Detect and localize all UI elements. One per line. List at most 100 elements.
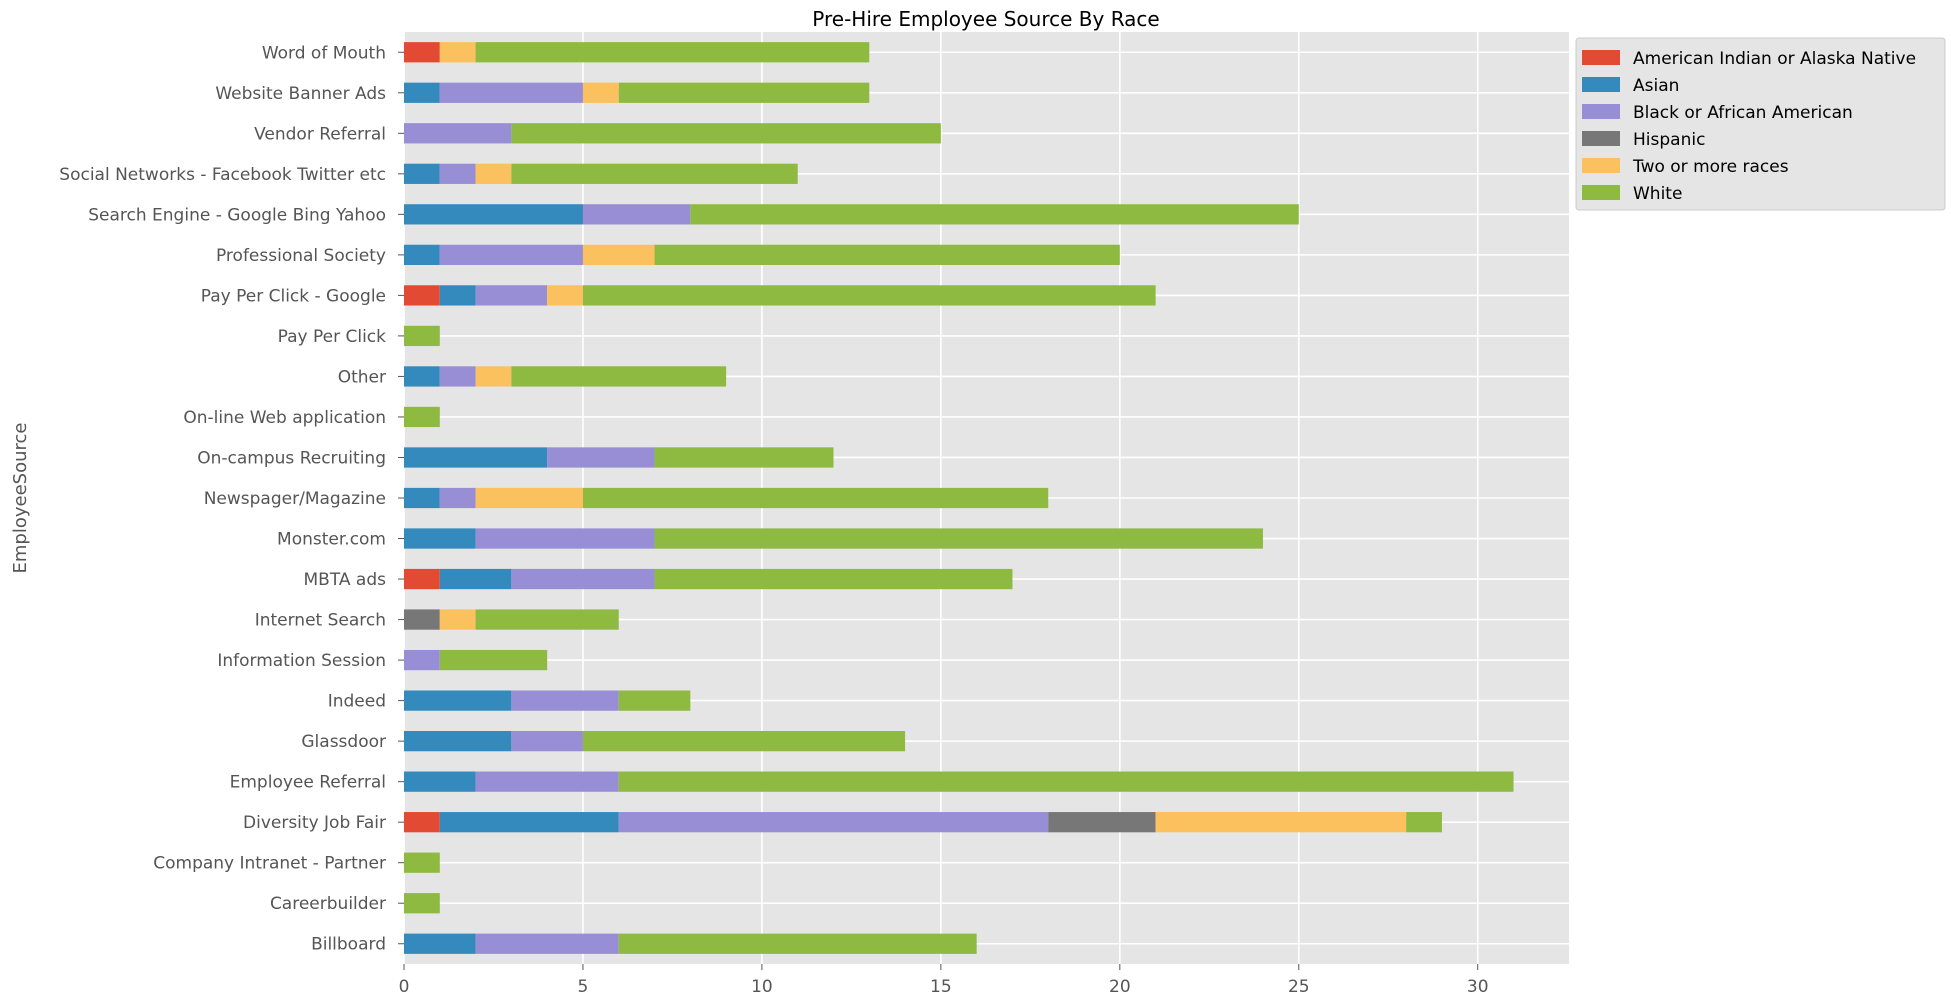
x-tick-label: 25 bbox=[1288, 977, 1310, 997]
bar-segment bbox=[404, 285, 440, 306]
bar-segment bbox=[404, 528, 476, 549]
bar-segment bbox=[439, 244, 583, 265]
legend-label: Hispanic bbox=[1633, 130, 1705, 150]
y-tick-label: Information Session bbox=[217, 651, 386, 671]
bar-segment bbox=[618, 690, 691, 711]
bar-segment bbox=[511, 163, 798, 184]
bar-segment bbox=[582, 487, 1049, 509]
bar-segment bbox=[404, 244, 440, 265]
bar-segment bbox=[582, 285, 1156, 306]
y-tick-label: Diversity Job Fair bbox=[243, 813, 386, 833]
bar-segment bbox=[475, 528, 655, 549]
y-tick-labels: Billboard Careerbuilder Company Intranet -… bbox=[59, 43, 404, 955]
bar-segment bbox=[475, 933, 619, 954]
y-tick-label: Pay Per Click - Google bbox=[201, 286, 386, 306]
y-tick-label: MBTA ads bbox=[304, 570, 387, 590]
bar-segment bbox=[439, 42, 476, 63]
bar-segment bbox=[404, 649, 440, 671]
bar-segment bbox=[547, 447, 655, 468]
legend: American Indian or Alaska Native Asian Bla… bbox=[1575, 37, 1946, 211]
bar-segment bbox=[404, 812, 440, 833]
y-tick-label: Internet Search bbox=[255, 611, 386, 631]
bar-segment bbox=[439, 163, 476, 184]
bar-segment bbox=[404, 731, 512, 752]
legend-items: American Indian or Alaska Native Asian Bla… bbox=[1582, 49, 1916, 204]
bar-segment bbox=[582, 204, 691, 225]
bar-segment bbox=[439, 366, 476, 387]
bar-segment bbox=[618, 933, 977, 954]
legend-label: Black or African American bbox=[1633, 103, 1853, 123]
bar-segment bbox=[511, 731, 583, 752]
y-tick-label: Other bbox=[338, 367, 386, 387]
x-tick-label: 20 bbox=[1109, 977, 1131, 997]
y-tick-label: Glassdoor bbox=[301, 732, 386, 752]
y-axis-label: EmployeeSource bbox=[10, 423, 31, 574]
bar-segment bbox=[654, 447, 834, 468]
y-tick-label: Search Engine - Google Bing Yahoo bbox=[88, 205, 386, 225]
y-tick-label: Vendor Referral bbox=[254, 124, 386, 144]
legend-box bbox=[1575, 37, 1946, 211]
bars-layer bbox=[404, 42, 1514, 954]
y-tick-label: On-line Web application bbox=[183, 408, 386, 428]
bar-segment bbox=[511, 366, 727, 387]
bar-segment bbox=[690, 204, 1299, 225]
bar-segment bbox=[1406, 812, 1442, 833]
y-tick-label: On-campus Recruiting bbox=[197, 448, 386, 468]
y-tick-label: Monster.com bbox=[277, 530, 386, 550]
bar-segment bbox=[404, 609, 440, 630]
x-tick-label: 10 bbox=[751, 977, 773, 997]
bar-segment bbox=[439, 487, 476, 509]
bar-segment bbox=[404, 487, 440, 509]
legend-label: Two or more races bbox=[1632, 157, 1789, 177]
bar-segment bbox=[404, 893, 440, 914]
bar-segment bbox=[404, 123, 512, 144]
bar-segment bbox=[654, 528, 1263, 549]
x-tick-label: 0 bbox=[399, 977, 410, 997]
bar-segment bbox=[582, 731, 906, 752]
bar-segment bbox=[475, 487, 583, 509]
bar-segment bbox=[404, 204, 583, 225]
bar-segment bbox=[404, 42, 440, 63]
bar-segment bbox=[511, 123, 941, 144]
legend-swatch bbox=[1582, 131, 1620, 146]
bar-segment bbox=[618, 771, 1514, 792]
bar-segment bbox=[404, 406, 440, 428]
bar-segment bbox=[439, 568, 512, 590]
bar-segment bbox=[404, 366, 440, 387]
bar-segment bbox=[475, 285, 548, 306]
bar-segment bbox=[439, 285, 476, 306]
legend-swatch bbox=[1582, 104, 1620, 119]
bar-segment bbox=[439, 82, 583, 103]
legend-swatch bbox=[1582, 158, 1620, 173]
bar-segment bbox=[404, 325, 440, 347]
bar-segment bbox=[475, 771, 619, 792]
y-tick-label: Website Banner Ads bbox=[215, 84, 386, 104]
bar-segment bbox=[404, 447, 548, 468]
bar-segment bbox=[547, 285, 583, 306]
y-tick-label: Company Intranet - Partner bbox=[153, 854, 386, 874]
x-tick-label: 5 bbox=[578, 977, 589, 997]
y-tick-label: Careerbuilder bbox=[270, 894, 386, 914]
bar-segment bbox=[404, 771, 476, 792]
legend-swatch bbox=[1582, 50, 1620, 65]
bar-segment bbox=[511, 568, 655, 590]
legend-label: Asian bbox=[1633, 76, 1679, 96]
bar-segment bbox=[404, 933, 476, 954]
bar-segment bbox=[511, 690, 619, 711]
bar-segment bbox=[475, 366, 512, 387]
y-tick-label: Employee Referral bbox=[230, 773, 386, 793]
bar-segment bbox=[439, 609, 476, 630]
y-tick-label: Social Networks - Facebook Twitter etc bbox=[59, 165, 386, 185]
bar-segment bbox=[404, 568, 440, 590]
y-tick-label: Professional Society bbox=[216, 246, 386, 266]
bar-segment bbox=[582, 244, 655, 265]
bar-segment bbox=[404, 163, 440, 184]
x-tick-labels: 0 5 10 15 20 25 30 bbox=[399, 964, 1489, 997]
bar-segment bbox=[404, 82, 440, 103]
bar-segment bbox=[1155, 812, 1407, 833]
bar-segment bbox=[475, 42, 870, 63]
bar-segment bbox=[618, 812, 1049, 833]
bar-segment bbox=[618, 82, 870, 103]
